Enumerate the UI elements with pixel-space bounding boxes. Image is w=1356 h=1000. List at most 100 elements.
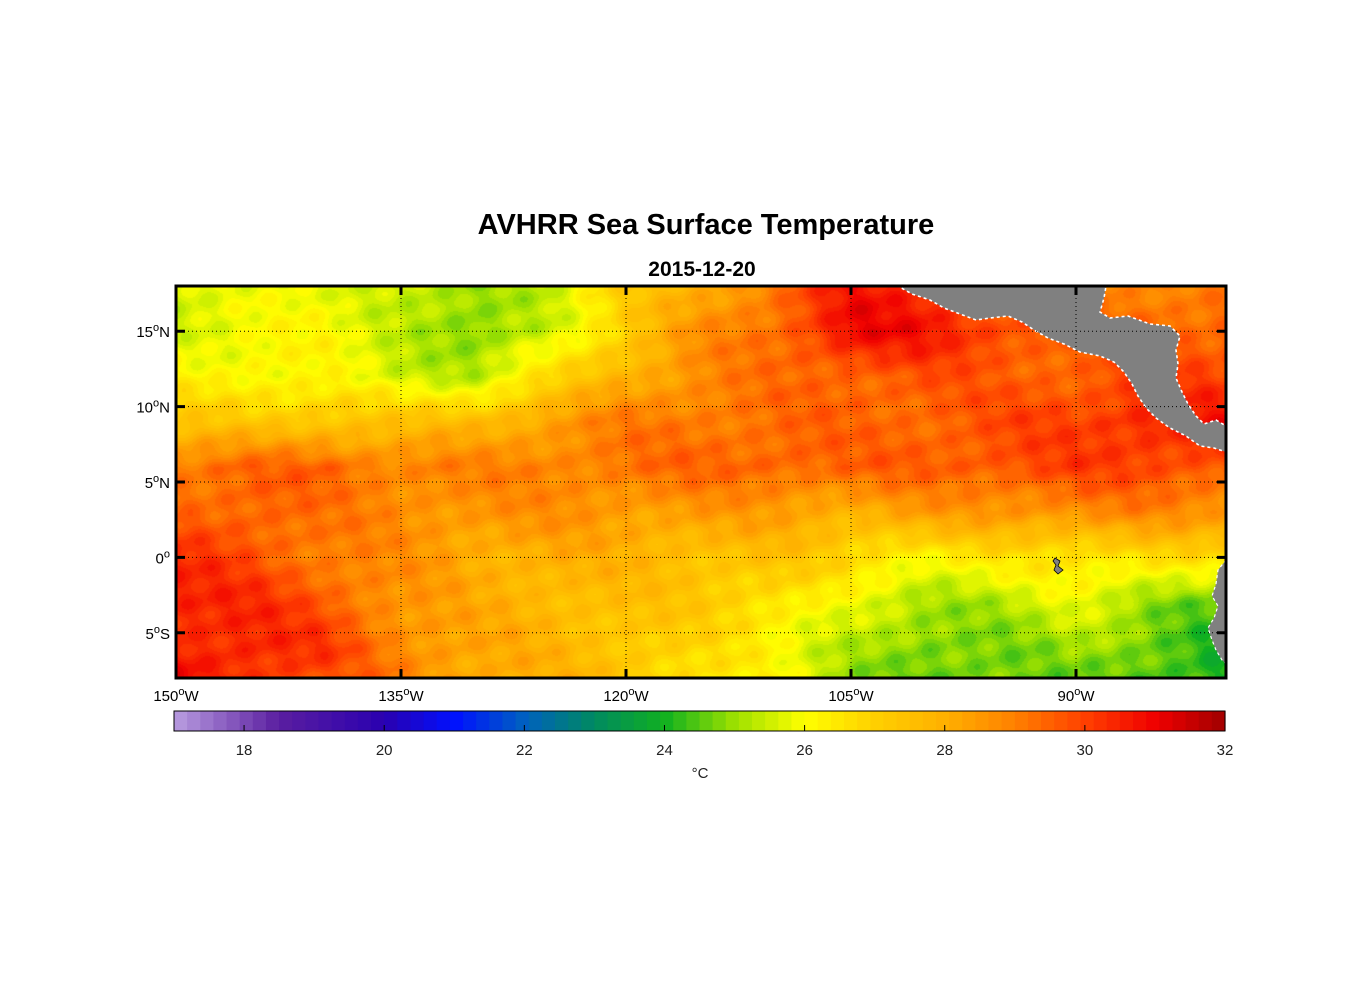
colorbar-tick-label: 32 xyxy=(1217,742,1234,759)
colorbar-block xyxy=(489,711,504,731)
colorbar-block xyxy=(384,711,398,731)
colorbar-block xyxy=(541,711,556,731)
lat-tick-label: 15oN xyxy=(136,322,170,341)
lat-tick-label: 5oN xyxy=(145,473,170,492)
colorbar-block xyxy=(463,711,477,731)
colorbar-tick-label: 28 xyxy=(936,742,953,759)
colorbar-block xyxy=(633,711,648,731)
colorbar-block xyxy=(200,711,215,731)
colorbar-block xyxy=(1185,711,1200,731)
colorbar-block xyxy=(252,711,267,731)
colorbar-block xyxy=(791,711,806,731)
colorbar-block xyxy=(1146,711,1160,731)
colorbar-block xyxy=(449,711,464,731)
colorbar-block xyxy=(371,711,385,731)
colorbar-block xyxy=(1106,711,1121,731)
map-subtitle: 2015-12-20 xyxy=(648,258,755,281)
colorbar-block xyxy=(975,711,990,731)
colorbar-block xyxy=(660,711,674,731)
colorbar-block xyxy=(213,711,228,731)
colorbar-block xyxy=(699,711,714,731)
colorbar-block xyxy=(331,711,346,731)
colorbar-block xyxy=(830,711,845,731)
latitude-ticks: 15oN 10oN 5oN 0o 5oS xyxy=(136,322,1226,643)
colorbar-block xyxy=(1159,711,1174,731)
colorbar-block xyxy=(1027,711,1042,731)
lon-tick-label: 150oW xyxy=(153,686,199,705)
lat-tick-label: 10oN xyxy=(136,398,170,417)
lat-tick-label: 5oS xyxy=(146,624,170,643)
colorbar xyxy=(174,711,1226,731)
colorbar-block xyxy=(1067,711,1082,731)
colorbar-block xyxy=(436,711,451,731)
colorbar-tick-label: 26 xyxy=(796,742,813,759)
colorbar-block xyxy=(909,711,924,731)
colorbar-block xyxy=(712,711,727,731)
colorbar-block xyxy=(318,711,333,731)
colorbar-block xyxy=(752,711,766,731)
colorbar-block xyxy=(765,711,779,731)
colorbar-block xyxy=(226,711,241,731)
colorbar-tick-label: 24 xyxy=(656,742,673,759)
colorbar-block xyxy=(738,711,753,731)
colorbar-block xyxy=(1014,711,1029,731)
colorbar-block xyxy=(804,711,819,731)
colorbar-block xyxy=(1093,711,1108,731)
colorbar-block xyxy=(988,711,1003,731)
colorbar-block xyxy=(1119,711,1134,731)
colorbar-block xyxy=(265,711,280,731)
colorbar-block xyxy=(1198,711,1213,731)
colorbar-block xyxy=(1133,711,1147,731)
colorbar-block xyxy=(778,711,793,731)
colorbar-block xyxy=(949,711,963,731)
colorbar-block xyxy=(292,711,306,731)
colorbar-block xyxy=(357,711,372,731)
lon-tick-label: 90oW xyxy=(1058,686,1096,705)
lon-tick-label: 105oW xyxy=(828,686,874,705)
colorbar-block xyxy=(528,711,543,731)
colorbar-block xyxy=(410,711,425,731)
colorbar-block xyxy=(476,711,490,731)
colorbar-block xyxy=(1041,711,1055,731)
map-title: AVHRR Sea Surface Temperature xyxy=(478,209,935,241)
land-south-america xyxy=(1207,559,1226,665)
colorbar-ticks: 18 20 22 24 26 28 30 32 xyxy=(236,725,1234,759)
colorbar-tick-label: 20 xyxy=(376,742,393,759)
colorbar-block xyxy=(174,711,188,731)
colorbar-block xyxy=(554,711,569,731)
colorbar-block xyxy=(279,711,293,731)
colorbar-tick-label: 22 xyxy=(516,742,533,759)
colorbar-block xyxy=(620,711,635,731)
colorbar-block xyxy=(594,711,609,731)
colorbar-block xyxy=(607,711,622,731)
lon-tick-label: 135oW xyxy=(378,686,424,705)
colorbar-block xyxy=(515,711,530,731)
colorbar-tick-label: 30 xyxy=(1077,742,1094,759)
colorbar-block xyxy=(581,711,595,731)
colorbar-block xyxy=(686,711,701,731)
longitude-ticks: 150oW 135oW 120oW 105oW 90oW xyxy=(153,286,1095,705)
colorbar-block xyxy=(1001,711,1016,731)
colorbar-tick-label: 18 xyxy=(236,742,253,759)
colorbar-block xyxy=(187,711,201,731)
land-masses xyxy=(896,286,1226,665)
colorbar-block xyxy=(817,711,832,731)
colorbar-block xyxy=(344,711,359,731)
colorbar-block xyxy=(305,711,320,731)
colorbar-block xyxy=(857,711,871,731)
colorbar-block xyxy=(935,711,950,731)
colorbar-block xyxy=(1211,711,1226,731)
colorbar-unit-label: °C xyxy=(692,765,709,782)
colorbar-block xyxy=(646,711,661,731)
colorbar-block xyxy=(870,711,885,731)
colorbar-block xyxy=(844,711,858,731)
colorbar-block xyxy=(673,711,687,731)
colorbar-block xyxy=(502,711,517,731)
colorbar-block xyxy=(1080,711,1095,731)
colorbar-block xyxy=(423,711,438,731)
land-central-america xyxy=(896,286,1226,453)
lon-tick-label: 120oW xyxy=(603,686,649,705)
colorbar-frame xyxy=(173,710,1226,732)
colorbar-block xyxy=(896,711,911,731)
